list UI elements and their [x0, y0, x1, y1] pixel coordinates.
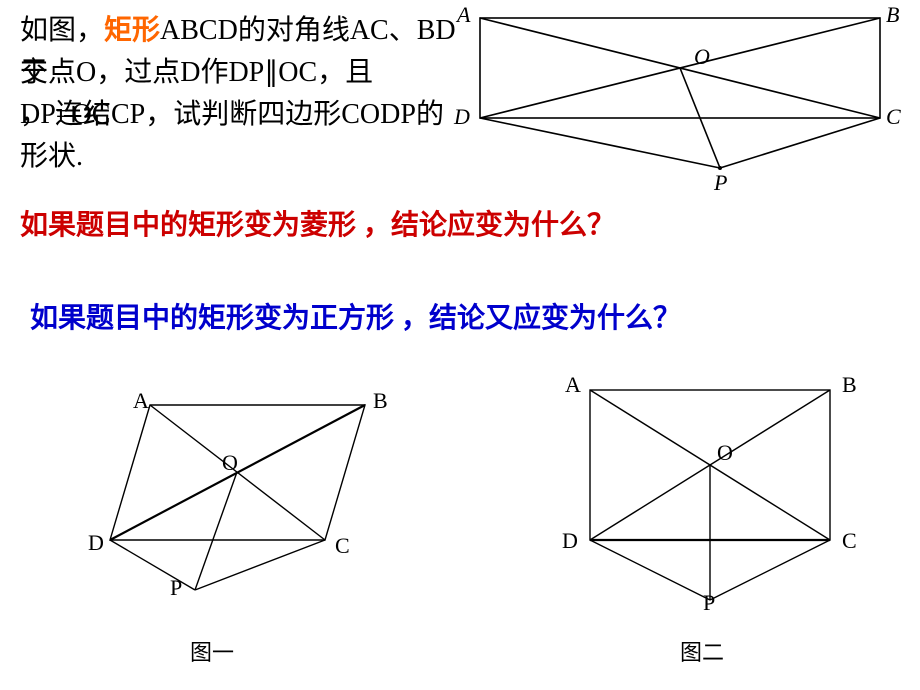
label-C-top: C	[886, 104, 901, 130]
label-A-top: A	[457, 2, 470, 28]
problem-line4: 形状.	[20, 136, 83, 178]
problem-highlight: 矩形	[104, 15, 160, 46]
label-O-right: O	[717, 440, 733, 466]
diagram-square	[560, 370, 890, 630]
label-B-top: B	[886, 2, 899, 28]
diagram-rhombus	[90, 380, 450, 640]
caption-fig1: 图一	[190, 635, 234, 667]
label-B-right: B	[842, 372, 857, 398]
question-square: 如果题目中的矩形变为正方形 ，结论又应变为什么？	[30, 298, 800, 340]
label-P-top: P	[714, 170, 727, 196]
label-C-left: C	[335, 533, 350, 559]
label-O-top: O	[694, 44, 710, 70]
label-P-right: P	[703, 590, 715, 616]
problem-line3: ， 连结CP，试判断四边形CODP的	[20, 94, 470, 136]
diagram-rectangle	[460, 8, 900, 183]
label-P-left: P	[170, 575, 182, 601]
label-A-right: A	[565, 372, 581, 398]
question-rhombus: 如果题目中的矩形变为菱形 ，结论应变为什么？	[20, 205, 700, 247]
label-D-top: D	[454, 104, 470, 130]
label-O-left: O	[222, 450, 238, 476]
problem-pre: 如图，	[20, 15, 104, 46]
label-A-left: A	[133, 388, 149, 414]
label-C-right: C	[842, 528, 857, 554]
label-B-left: B	[373, 388, 388, 414]
caption-fig2: 图二	[680, 635, 724, 667]
label-D-left: D	[88, 530, 104, 556]
label-D-right: D	[562, 528, 578, 554]
